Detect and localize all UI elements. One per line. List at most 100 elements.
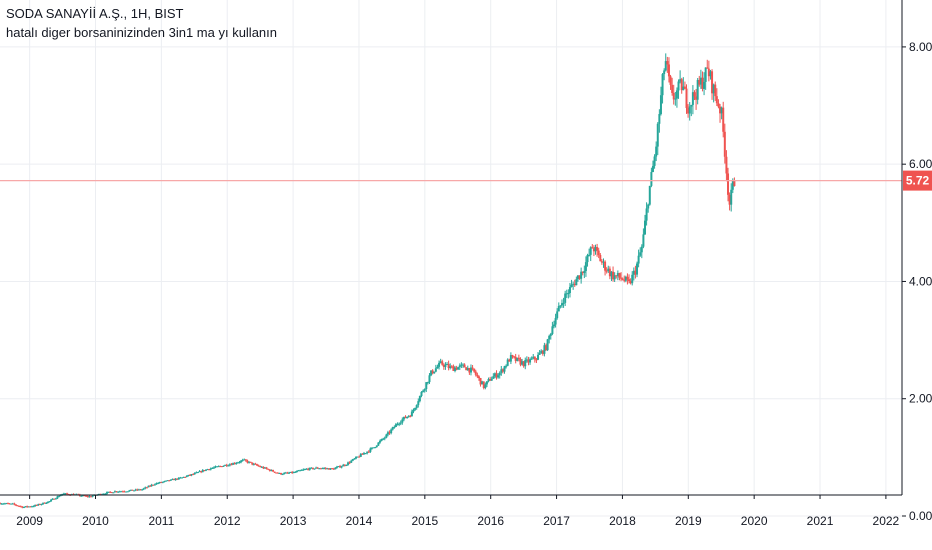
- candle-body: [444, 364, 447, 367]
- candle-body: [53, 498, 56, 500]
- candle-body: [275, 472, 278, 474]
- candle-body: [260, 466, 263, 468]
- y-tick-label: 6.00: [909, 157, 932, 171]
- candle-body: [422, 390, 425, 392]
- candle-body: [414, 407, 417, 410]
- candle-body: [399, 422, 402, 424]
- candle-body: [14, 504, 17, 506]
- candle-body: [564, 293, 567, 303]
- candle-body: [612, 271, 615, 280]
- candle-body: [212, 467, 215, 469]
- candle-body: [22, 507, 25, 509]
- candle-body: [208, 469, 211, 471]
- candle-body: [196, 472, 199, 474]
- candle-body: [493, 373, 496, 377]
- candle-body: [498, 372, 501, 376]
- grid-layer: [0, 0, 902, 517]
- candle-body: [166, 480, 169, 482]
- candle-body: [618, 273, 621, 278]
- candle-body: [90, 496, 93, 498]
- candle-body: [431, 370, 434, 374]
- candle-body: [495, 373, 498, 378]
- candle-body: [88, 496, 91, 498]
- candle-body: [327, 468, 330, 470]
- candle-body: [639, 252, 642, 256]
- candle-body: [388, 432, 391, 434]
- candle-body: [220, 466, 223, 468]
- candle-body: [404, 416, 407, 419]
- candle-body: [540, 350, 543, 354]
- candle-body: [610, 271, 613, 277]
- candle-body: [51, 498, 54, 500]
- candle-body: [616, 273, 619, 277]
- candle-body: [38, 504, 41, 506]
- candle-body: [597, 250, 600, 255]
- candle-body: [295, 470, 298, 472]
- candle-body: [674, 98, 677, 100]
- candle-body: [658, 114, 661, 124]
- candle-body: [134, 489, 137, 491]
- candle-body: [66, 493, 69, 495]
- candle-body: [637, 255, 640, 264]
- candle-body: [722, 107, 725, 132]
- candle-body: [426, 382, 429, 384]
- candle-body: [161, 481, 164, 483]
- candle-body: [121, 491, 124, 493]
- axes-layer: 0.00 2.00 4.00 6.00 8.00 2009 2010 2011 2012 2013…: [0, 0, 932, 528]
- candle-body: [279, 472, 282, 475]
- candle-body: [224, 464, 227, 466]
- candle-body: [251, 462, 254, 465]
- candle-body: [171, 479, 174, 481]
- candle-body: [335, 466, 338, 468]
- candle-body: [452, 366, 455, 371]
- candle-body: [267, 468, 270, 470]
- candle-body: [647, 204, 650, 209]
- candle-body: [733, 180, 736, 187]
- candle-body: [672, 92, 675, 100]
- candle-body: [228, 464, 231, 466]
- candle-body: [719, 106, 722, 114]
- candle-body: [723, 131, 726, 157]
- candle-body: [48, 501, 51, 503]
- candle-body: [377, 442, 380, 446]
- candle-body: [636, 263, 639, 275]
- candle-body: [521, 361, 524, 365]
- candle-body: [326, 468, 329, 470]
- candle-body: [232, 463, 235, 465]
- candle-body: [479, 378, 482, 385]
- candle-body: [714, 84, 717, 97]
- candle-body: [380, 439, 383, 441]
- candle-body: [308, 467, 311, 470]
- candle-body: [656, 123, 659, 147]
- candle-body: [463, 364, 466, 368]
- candle-body: [632, 270, 635, 275]
- candle-body: [506, 359, 509, 366]
- candle-body: [359, 453, 362, 457]
- x-tick-label: 2016: [477, 514, 504, 528]
- candle-body: [136, 489, 139, 491]
- candle-body: [332, 468, 335, 470]
- chart-note: hatalı diger borsaninizinden 3in1 ma yı …: [6, 25, 278, 40]
- candle-body: [97, 493, 100, 495]
- candle-body: [497, 375, 500, 378]
- candle-body: [450, 366, 453, 368]
- candle-body: [21, 506, 24, 508]
- candle-body: [471, 367, 474, 369]
- candle-body: [417, 401, 420, 406]
- candle-body: [292, 472, 295, 474]
- candle-body: [137, 489, 140, 491]
- candle-body: [350, 460, 353, 463]
- candle-body: [256, 464, 259, 466]
- candle-body: [508, 359, 511, 362]
- candle-body: [214, 466, 217, 468]
- candle-body: [391, 427, 394, 430]
- candle-body: [35, 504, 38, 506]
- candle-body: [174, 478, 177, 481]
- candle-body: [575, 279, 578, 286]
- candle-body: [607, 268, 610, 272]
- candle-body: [11, 503, 14, 505]
- candle-body: [703, 81, 706, 89]
- candle-body: [474, 371, 477, 375]
